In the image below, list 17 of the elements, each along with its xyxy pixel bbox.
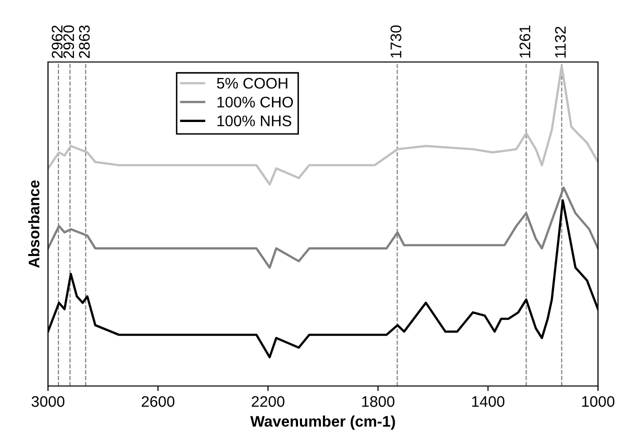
- legend-label: 100% NHS: [218, 116, 292, 126]
- ref-line-label: 2962: [52, 26, 63, 58]
- legend-label: 100% CHO: [218, 96, 293, 108]
- x-tick-label: 1000: [582, 396, 614, 407]
- x-axis-title: Wavenumber (cm-1): [250, 416, 395, 430]
- x-tick-label: 2200: [252, 396, 284, 407]
- x-tick-label: 2600: [142, 396, 174, 407]
- ref-line-label: 1261: [520, 26, 530, 58]
- x-tick-label: 1800: [362, 396, 394, 407]
- legend-label: 5% COOH: [216, 78, 288, 89]
- x-tick-label: 3000: [32, 396, 64, 407]
- ref-line-label: 2920: [63, 25, 74, 58]
- ref-line-label: 1132: [554, 26, 566, 58]
- ref-line-label: 2863: [78, 25, 90, 58]
- y-axis-title: Absorbance: [28, 180, 40, 268]
- x-tick-label: 1400: [472, 396, 504, 407]
- ref-line-label: 1730: [390, 25, 402, 58]
